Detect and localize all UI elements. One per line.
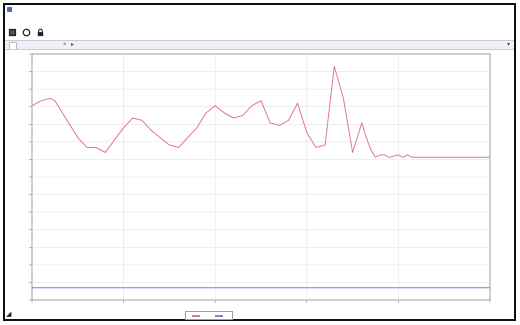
toolbar bbox=[7, 25, 46, 39]
lock-icon bbox=[37, 28, 44, 36]
tab-arrow-icon[interactable]: ▸ bbox=[71, 42, 75, 48]
line-chart bbox=[29, 53, 491, 303]
series-line-red bbox=[31, 65, 490, 158]
tab-bar: × ▸ ▾ bbox=[5, 40, 514, 50]
legend-entry-red bbox=[192, 314, 203, 317]
tab-list-icon[interactable]: ▾ bbox=[506, 42, 510, 48]
menu-bar bbox=[5, 15, 514, 24]
chart-legend bbox=[185, 311, 233, 320]
circle-refresh-icon bbox=[22, 28, 31, 36]
legend-entry-blue bbox=[215, 314, 226, 317]
lock-button[interactable] bbox=[35, 27, 46, 38]
title-bar bbox=[5, 5, 514, 15]
legend-swatch-blue bbox=[215, 314, 223, 317]
tab-chart[interactable] bbox=[9, 42, 17, 49]
tab-close-icon[interactable]: × bbox=[63, 42, 67, 48]
app-icon bbox=[7, 7, 12, 12]
refresh-button[interactable] bbox=[21, 27, 32, 38]
legend-swatch-red bbox=[192, 314, 200, 317]
stop-button[interactable] bbox=[7, 27, 18, 38]
square-stop-icon bbox=[8, 28, 17, 36]
resize-grip-icon[interactable]: ◢ bbox=[6, 311, 12, 318]
